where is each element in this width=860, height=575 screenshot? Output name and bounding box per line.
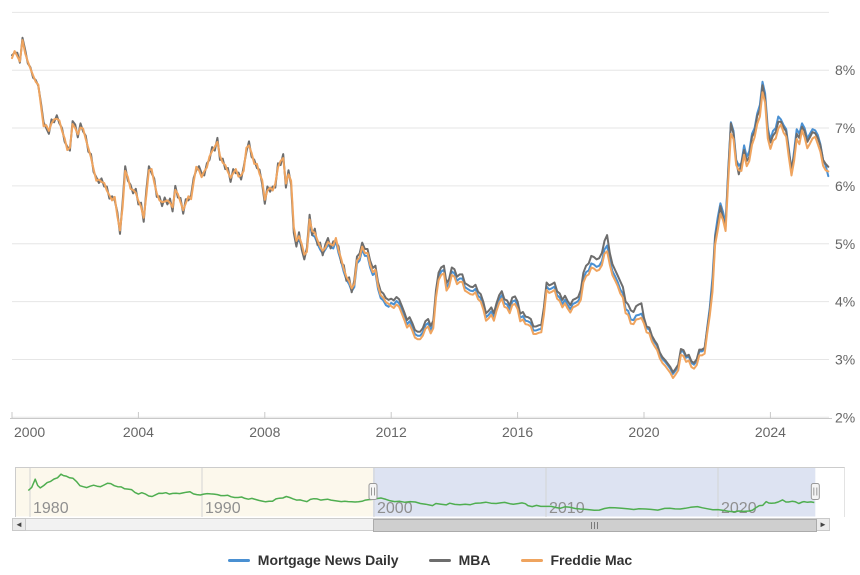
x-axis-label: 2016: [502, 424, 533, 440]
legend-label: Freddie Mac: [550, 552, 633, 568]
scrollbar-right-arrow-button[interactable]: ►: [816, 518, 830, 531]
navigator-history-line: [27, 473, 815, 513]
series-marker-icon: [227, 558, 250, 562]
y-axis-label: 8%: [835, 62, 855, 78]
series-marker-icon: [428, 558, 451, 562]
main-chart: 2% 3% 4% 5% 6% 7% 8% 2000 2004 2008 2012 2016 2020 20…: [10, 11, 855, 440]
navigator-handle-right[interactable]: [810, 483, 820, 500]
navigator-decade-label: 1980: [33, 500, 69, 517]
x-axis-label: 2012: [376, 424, 407, 440]
navigator-decade-label: 2020: [721, 500, 757, 517]
x-axis-label: 2024: [755, 424, 786, 440]
legend-item-freddie-mac[interactable]: Freddie Mac: [520, 552, 633, 568]
scrollbar-track[interactable]: [26, 518, 818, 532]
series-marker-icon: [520, 558, 543, 562]
x-axis-label: 2004: [123, 424, 154, 440]
navigator-handle-left[interactable]: [368, 483, 378, 500]
x-axis-label: 2020: [628, 424, 659, 440]
y-axis-label: 4%: [835, 294, 855, 310]
navigator: 1980 1990 2000 2010 2020: [15, 467, 845, 517]
navigator-mask-outside: [15, 467, 373, 517]
series-line-freddie-mac: [11, 39, 830, 379]
legend-item-mortgage-news-daily[interactable]: Mortgage News Daily: [227, 552, 399, 568]
scrollbar: ◄ ►: [12, 518, 830, 532]
navigator-decade-label: 1990: [205, 500, 241, 517]
x-axis-label: 2000: [14, 424, 45, 440]
legend: Mortgage News Daily MBA Freddie Mac: [0, 549, 860, 571]
legend-label: Mortgage News Daily: [257, 552, 399, 568]
navigator-decade-label: 2000: [377, 500, 413, 517]
y-axis-label: 2%: [835, 409, 855, 425]
scrollbar-grip-icon: [591, 522, 600, 529]
navigator-selected-range[interactable]: [373, 467, 816, 517]
scrollbar-thumb[interactable]: [373, 519, 818, 532]
legend-label: MBA: [458, 552, 491, 568]
y-axis-label: 7%: [835, 120, 855, 136]
y-axis-label: 3%: [835, 351, 855, 367]
x-axis-label: 2008: [249, 424, 280, 440]
y-axis-label: 5%: [835, 236, 855, 252]
series-line-mba: [11, 36, 830, 374]
series-line-mortgage-news-daily: [295, 80, 830, 375]
scrollbar-left-arrow-button[interactable]: ◄: [12, 518, 26, 531]
navigator-decade-label: 2010: [549, 500, 585, 517]
legend-item-mba[interactable]: MBA: [428, 552, 491, 568]
y-axis-label: 6%: [835, 178, 855, 194]
